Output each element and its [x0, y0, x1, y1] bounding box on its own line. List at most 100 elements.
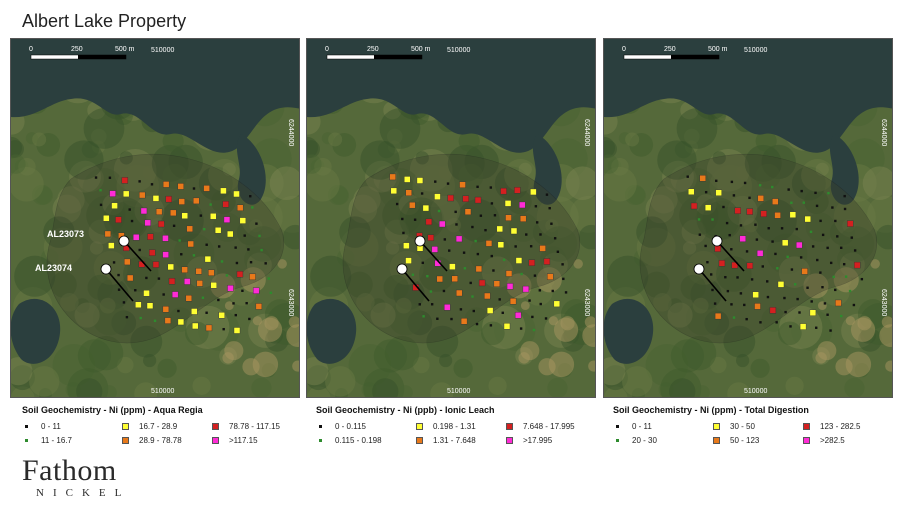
sample-point — [815, 204, 819, 208]
sample-point — [436, 317, 439, 320]
sample-point — [111, 202, 118, 209]
vegetation-patch — [532, 219, 559, 246]
sample-point — [722, 205, 725, 209]
vegetation-patch — [604, 154, 619, 174]
sample-point — [505, 270, 513, 277]
easting-label-top: 510000 — [447, 47, 470, 54]
sample-point — [492, 269, 495, 272]
sample-point — [728, 233, 731, 237]
sample-point — [269, 291, 273, 294]
sample-point — [850, 236, 853, 239]
sample-point — [486, 307, 494, 314]
sample-point — [139, 316, 142, 320]
vegetation-patch — [65, 382, 81, 397]
vegetation-patch — [667, 298, 683, 313]
sample-point — [401, 217, 404, 221]
sample-point — [171, 291, 179, 298]
vegetation-patch — [379, 108, 421, 149]
sample-point — [455, 235, 463, 243]
sample-point — [439, 220, 446, 228]
sample-point — [167, 263, 175, 271]
vegetation-patch — [624, 184, 646, 205]
sample-point — [405, 189, 412, 196]
sample-point — [704, 204, 712, 211]
logo-subtitle: NICKEL — [36, 487, 131, 499]
terrain-patch — [224, 341, 244, 361]
legend-item: >17.995 — [506, 435, 596, 446]
sample-point — [162, 293, 165, 296]
vegetation-patch — [685, 140, 698, 154]
vegetation-patch — [57, 186, 85, 214]
drill-trace — [698, 268, 727, 302]
sample-point — [528, 299, 531, 302]
sample-point — [562, 277, 565, 281]
sample-point — [187, 240, 194, 248]
sample-point — [766, 280, 769, 283]
vegetation-patch — [481, 321, 505, 346]
vegetation-patch — [77, 339, 112, 373]
northing-label-upper: 6244000 — [880, 119, 887, 146]
sample-point — [836, 235, 839, 238]
sample-point — [223, 216, 231, 223]
sample-point — [848, 289, 852, 293]
sample-point — [422, 204, 430, 212]
sample-point — [490, 254, 493, 258]
sample-point — [241, 289, 244, 292]
sample-point — [739, 235, 747, 242]
vegetation-patch — [629, 133, 654, 157]
vegetation-patch — [446, 217, 462, 233]
vegetation-patch — [307, 365, 331, 391]
sample-point — [409, 201, 416, 209]
sample-point — [170, 209, 177, 217]
sample-point — [847, 220, 854, 227]
sample-point — [203, 227, 206, 231]
sample-point — [181, 212, 188, 219]
square-symbol-icon — [713, 423, 720, 430]
easting-label-top: 510000 — [151, 47, 174, 54]
legend-ionic-leach: Soil Geochemistry - Ni (ppb) - Ionic Lea… — [316, 405, 596, 446]
legend-aqua-regia: Soil Geochemistry - Ni (ppm) - Aqua Regi… — [22, 405, 302, 446]
small-lake — [11, 299, 61, 364]
sample-point — [531, 315, 534, 319]
sample-point — [796, 297, 799, 301]
sample-point — [860, 277, 864, 281]
vegetation-patch — [11, 357, 33, 386]
legend-item: 0.198 - 1.31 — [416, 421, 506, 432]
sample-point — [564, 291, 568, 294]
vegetation-patch — [801, 158, 834, 192]
square-symbol-icon — [416, 437, 423, 444]
vegetation-patch — [321, 132, 335, 145]
vegetation-patch — [11, 154, 26, 174]
sample-point — [834, 288, 837, 292]
sample-point — [498, 298, 501, 301]
vegetation-patch — [727, 195, 758, 226]
sample-point — [746, 262, 754, 269]
vegetation-patch — [545, 219, 559, 233]
legend-label: 78.78 - 117.15 — [229, 422, 281, 431]
vegetation-patch — [348, 194, 378, 224]
sample-point — [201, 296, 205, 299]
vegetation-patch — [11, 365, 35, 391]
vegetation-patch — [208, 158, 241, 192]
drill-collar — [693, 263, 705, 275]
scale-bar: 0 250 500 m — [29, 46, 135, 60]
vegetation-patch — [407, 310, 433, 336]
legend-item: 50 - 123 — [713, 435, 803, 446]
vegetation-patch — [40, 248, 59, 267]
sample-point — [714, 312, 722, 320]
square-symbol-icon — [713, 437, 720, 444]
sample-point — [128, 208, 131, 211]
sample-point — [502, 258, 506, 262]
sample-point — [218, 312, 225, 319]
legend-label: 1.31 - 7.648 — [433, 436, 476, 445]
vegetation-patch — [636, 227, 676, 267]
vegetation-patch — [222, 162, 236, 176]
sample-point — [249, 195, 252, 198]
sample-point — [222, 327, 225, 331]
map-panel-aqua-regia: 510000 510000 6244000 6243000 0 250 500 m AL230… — [10, 38, 300, 398]
sample-point — [112, 261, 116, 264]
vegetation-patch — [385, 241, 400, 255]
vegetation-patch — [755, 130, 777, 152]
terrain-patch — [845, 316, 856, 326]
sample-point — [185, 295, 193, 302]
